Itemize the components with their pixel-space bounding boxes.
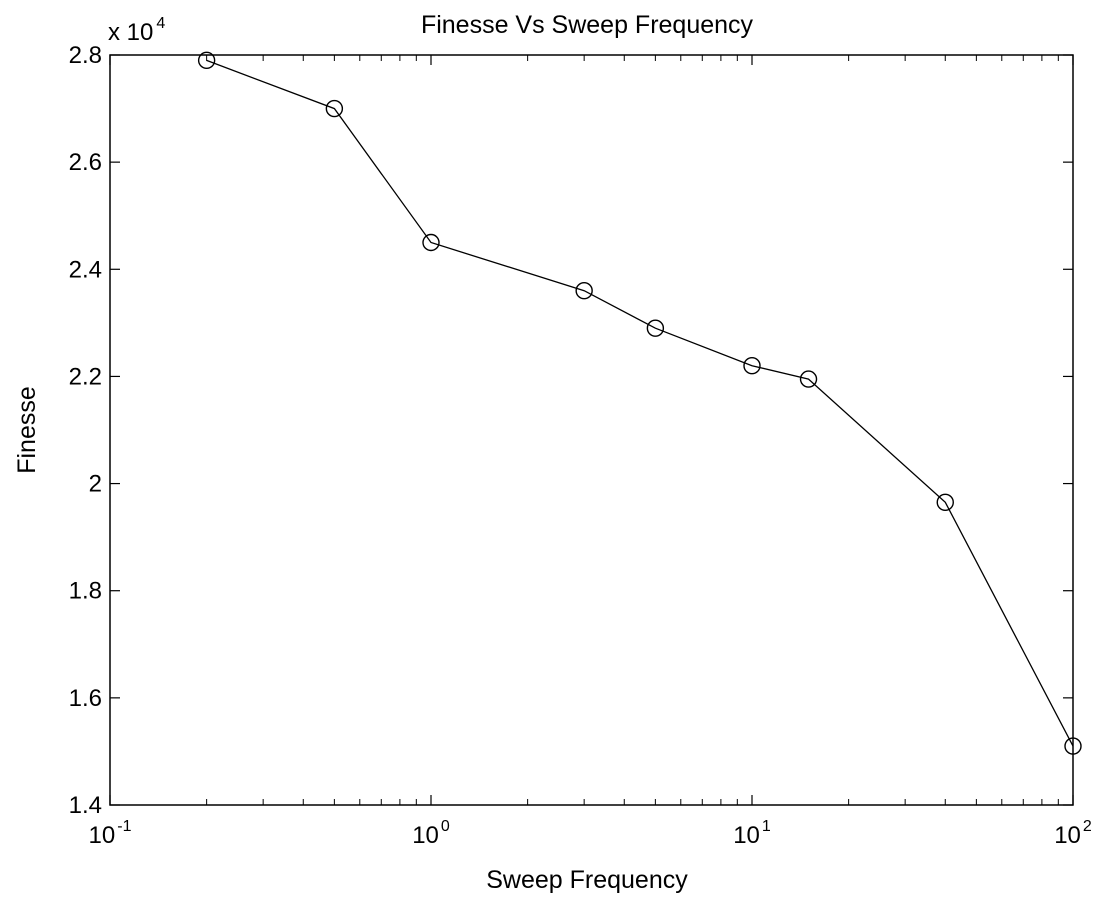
data-point-marker <box>743 357 761 375</box>
data-point-marker <box>325 99 344 118</box>
y-tick-label: 1.4 <box>69 792 102 819</box>
x-tick-label: 10 2 <box>1054 818 1092 849</box>
data-point-marker <box>575 282 593 300</box>
y-tick-label: 2 <box>89 471 102 498</box>
data-point-marker <box>1064 737 1082 755</box>
y-tick-label: 2.4 <box>69 256 102 283</box>
series-line <box>206 59 1074 747</box>
y-axis-label: Finesse <box>13 386 41 474</box>
y-multiplier-exponent: 4 <box>156 15 165 32</box>
x-tick-label: 10 -1 <box>89 818 132 849</box>
x-axis-label: Sweep Frequency <box>486 866 688 894</box>
y-tick-label: 1.8 <box>69 578 102 605</box>
y-tick-label: 2.8 <box>69 42 102 69</box>
y-axis-multiplier: x 10 4 <box>108 15 165 46</box>
x-tick-labels: 10 -1 10 0 10 1 10 2 <box>89 818 1092 849</box>
data-point-marker <box>799 370 818 388</box>
chart-title: Finesse Vs Sweep Frequency <box>421 11 754 39</box>
y-multiplier-text: x 10 <box>108 19 153 46</box>
y-tick-labels: 1.4 1.6 1.8 2 2.2 2.4 2.6 2.8 <box>69 42 102 819</box>
data-point-marker <box>422 233 440 252</box>
x-tick-label: 10 1 <box>733 818 771 849</box>
series-finesse <box>197 51 1082 755</box>
svg-text:x 104: x 10 4 <box>108 15 165 46</box>
y-tick-label: 2.2 <box>69 363 102 390</box>
data-point-marker <box>936 493 954 512</box>
x-tick-label: 10 0 <box>412 818 450 849</box>
data-point-marker <box>646 319 665 337</box>
y-tick-label: 2.6 <box>69 149 102 176</box>
data-point-marker <box>197 51 216 70</box>
plot-area-frame <box>109 54 1074 806</box>
y-tick-label: 1.6 <box>69 685 102 712</box>
x-minor-ticks <box>206 55 1059 805</box>
